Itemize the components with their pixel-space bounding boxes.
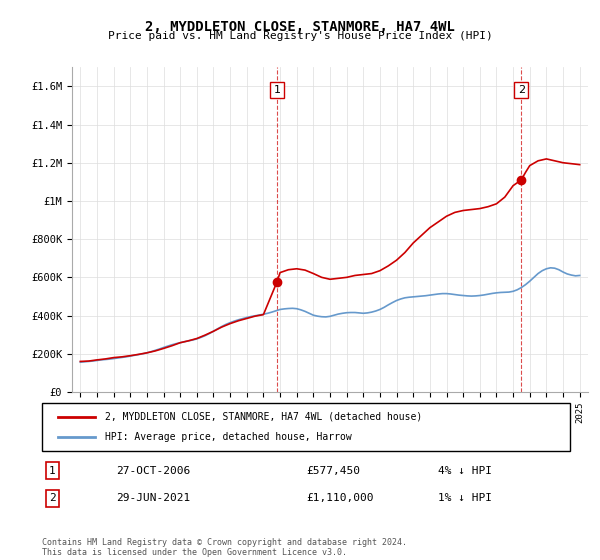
FancyBboxPatch shape bbox=[42, 403, 570, 451]
Text: HPI: Average price, detached house, Harrow: HPI: Average price, detached house, Harr… bbox=[106, 432, 352, 442]
Text: 29-JUN-2021: 29-JUN-2021 bbox=[116, 493, 190, 503]
Text: £577,450: £577,450 bbox=[306, 465, 360, 475]
Text: 1% ↓ HPI: 1% ↓ HPI bbox=[438, 493, 492, 503]
Text: 2, MYDDLETON CLOSE, STANMORE, HA7 4WL (detached house): 2, MYDDLETON CLOSE, STANMORE, HA7 4WL (d… bbox=[106, 412, 422, 422]
Text: £1,110,000: £1,110,000 bbox=[306, 493, 373, 503]
Text: 2, MYDDLETON CLOSE, STANMORE, HA7 4WL: 2, MYDDLETON CLOSE, STANMORE, HA7 4WL bbox=[145, 20, 455, 34]
Text: 1: 1 bbox=[274, 85, 281, 95]
Text: 2: 2 bbox=[518, 85, 525, 95]
Text: 27-OCT-2006: 27-OCT-2006 bbox=[116, 465, 190, 475]
Text: 1: 1 bbox=[49, 465, 56, 475]
Text: 2: 2 bbox=[49, 493, 56, 503]
Text: Price paid vs. HM Land Registry's House Price Index (HPI): Price paid vs. HM Land Registry's House … bbox=[107, 31, 493, 41]
Text: Contains HM Land Registry data © Crown copyright and database right 2024.
This d: Contains HM Land Registry data © Crown c… bbox=[42, 538, 407, 557]
Text: 4% ↓ HPI: 4% ↓ HPI bbox=[438, 465, 492, 475]
